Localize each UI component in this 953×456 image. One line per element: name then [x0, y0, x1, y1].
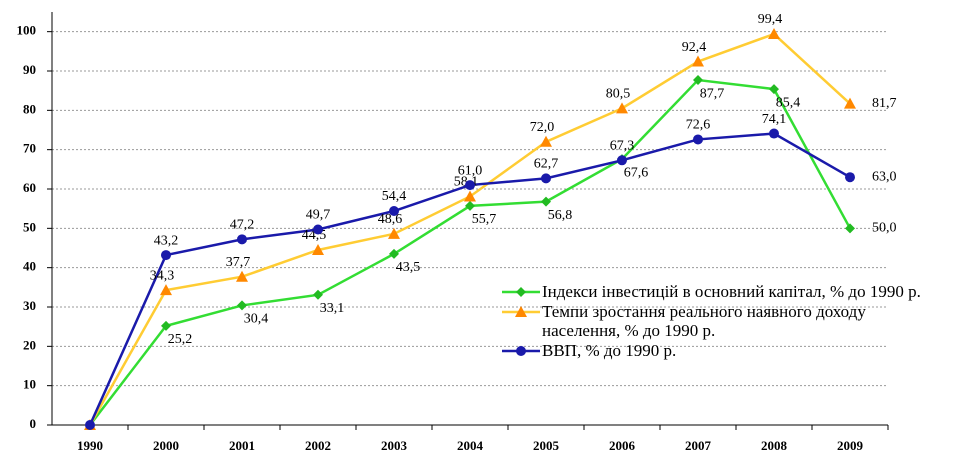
marker — [541, 173, 551, 184]
legend-label: ВВП, % до 1990 р. — [542, 341, 677, 360]
data-label: 48,6 — [378, 212, 403, 227]
marker — [236, 270, 248, 282]
marker — [616, 102, 628, 114]
y-tick-label: 30 — [23, 298, 36, 313]
marker — [845, 172, 855, 183]
marker — [161, 250, 171, 261]
marker — [769, 84, 779, 95]
y-tick-label: 90 — [23, 62, 36, 77]
data-label: 43,5 — [396, 260, 421, 275]
x-tick-label: 2007 — [685, 438, 712, 453]
marker — [465, 200, 475, 211]
marker — [465, 180, 475, 191]
marker — [312, 243, 324, 255]
data-label: 30,4 — [244, 312, 269, 327]
data-label: 54,4 — [382, 189, 407, 204]
data-label: 25,2 — [168, 332, 193, 347]
marker — [693, 134, 703, 145]
legend-entry: Темпи зростання реального наявного доход… — [500, 302, 950, 340]
marker — [769, 128, 779, 139]
y-tick-label: 40 — [23, 259, 36, 274]
legend-label: Темпи зростання реального наявного доход… — [542, 302, 866, 340]
marker — [160, 284, 172, 296]
marker — [617, 155, 627, 166]
data-label: 99,4 — [758, 12, 783, 27]
data-label: 50,0 — [872, 221, 897, 236]
x-tick-label: 2000 — [153, 438, 179, 453]
data-label: 80,5 — [606, 87, 631, 102]
legend-entry: Індекси інвестицій в основний капітал, %… — [500, 282, 950, 301]
data-label: 67,6 — [624, 165, 649, 180]
x-tick-label: 2005 — [533, 438, 560, 453]
marker — [693, 75, 703, 86]
data-label: 87,7 — [700, 86, 725, 101]
data-label: 74,1 — [762, 112, 787, 127]
data-label: 92,4 — [682, 40, 707, 55]
x-tick-label: 2009 — [837, 438, 864, 453]
marker — [516, 287, 526, 297]
y-tick-label: 100 — [17, 23, 37, 38]
marker — [464, 190, 476, 202]
marker — [516, 346, 526, 356]
y-tick-label: 80 — [23, 101, 36, 116]
data-label: 56,8 — [548, 208, 573, 223]
marker — [85, 420, 95, 430]
marker — [389, 248, 399, 259]
legend-swatch — [502, 306, 540, 317]
marker — [515, 306, 527, 317]
marker — [540, 135, 552, 147]
legend-swatch — [502, 287, 540, 297]
x-tick-label: 2002 — [305, 438, 331, 453]
data-label: 63,0 — [872, 169, 897, 184]
marker — [313, 224, 323, 235]
marker — [161, 320, 171, 331]
data-label: 34,3 — [150, 268, 175, 283]
series-line — [89, 78, 852, 426]
marker — [313, 289, 323, 300]
legend-swatch — [502, 346, 540, 356]
legend-label: Індекси інвестицій в основний капітал, %… — [542, 282, 921, 301]
marker — [768, 28, 780, 40]
y-tick-label: 20 — [23, 337, 36, 352]
x-tick-label: 2001 — [229, 438, 255, 453]
data-label: 67,3 — [610, 139, 635, 154]
x-tick-label: 2003 — [381, 438, 408, 453]
data-label: 61,0 — [458, 163, 483, 178]
data-label: 43,2 — [154, 233, 179, 248]
legend-entry: ВВП, % до 1990 р. — [500, 341, 950, 360]
data-label: 72,6 — [686, 118, 711, 133]
marker — [692, 55, 704, 67]
y-tick-label: 60 — [23, 180, 36, 195]
x-tick-label: 2006 — [609, 438, 636, 453]
marker — [237, 234, 247, 245]
data-label: 55,7 — [472, 212, 497, 227]
data-label: 37,7 — [226, 255, 251, 270]
data-label: 49,7 — [306, 208, 331, 223]
marker — [844, 97, 856, 109]
y-tick-label: 10 — [23, 377, 36, 392]
y-tick-label: 50 — [23, 219, 36, 234]
y-tick-label: 70 — [23, 141, 36, 156]
x-tick-label: 1990 — [77, 438, 103, 453]
data-label: 47,2 — [230, 218, 255, 233]
x-tick-label: 2004 — [457, 438, 484, 453]
x-tick-label: 2008 — [761, 438, 788, 453]
legend: Індекси інвестицій в основний капітал, %… — [500, 282, 950, 361]
marker — [388, 227, 400, 239]
series-line — [88, 32, 851, 426]
marker — [237, 300, 247, 311]
data-label: 72,0 — [530, 120, 555, 135]
marker — [845, 223, 855, 234]
marker — [389, 206, 399, 217]
y-tick-label: 0 — [30, 416, 37, 431]
data-label: 33,1 — [320, 301, 345, 316]
data-label: 85,4 — [776, 95, 801, 110]
data-label: 62,7 — [534, 157, 559, 172]
data-label: 81,7 — [872, 96, 897, 111]
marker — [541, 196, 551, 207]
